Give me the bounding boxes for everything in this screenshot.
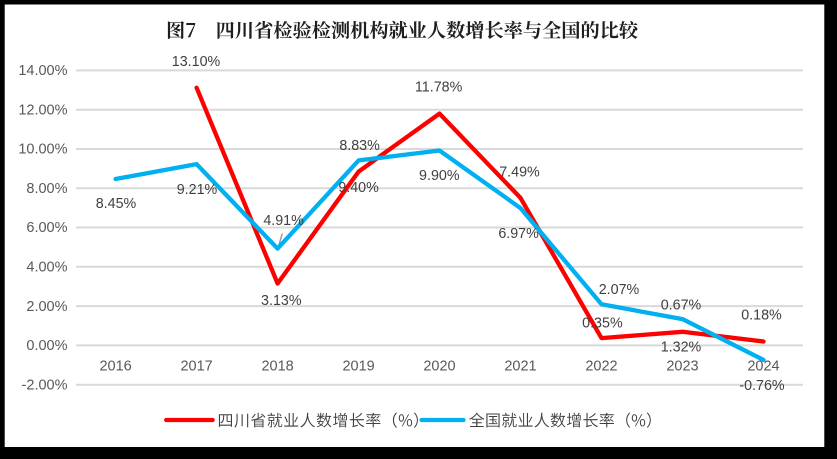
svg-text:9.21%: 9.21% xyxy=(177,182,218,198)
svg-text:2018: 2018 xyxy=(261,359,293,375)
svg-text:7.49%: 7.49% xyxy=(499,165,540,181)
svg-text:11.78%: 11.78% xyxy=(415,80,463,96)
svg-text:3.13%: 3.13% xyxy=(261,293,302,309)
svg-text:-2.00%: -2.00% xyxy=(22,377,68,393)
svg-text:8.45%: 8.45% xyxy=(96,196,137,212)
svg-text:13.10%: 13.10% xyxy=(172,54,221,70)
svg-text:4.00%: 4.00% xyxy=(26,260,67,276)
svg-text:2023: 2023 xyxy=(666,359,698,375)
svg-text:2017: 2017 xyxy=(180,359,212,375)
svg-text:2016: 2016 xyxy=(99,359,131,375)
svg-text:0.00%: 0.00% xyxy=(26,338,67,354)
svg-text:2.00%: 2.00% xyxy=(26,299,67,315)
svg-text:0.67%: 0.67% xyxy=(661,298,702,314)
svg-text:2.07%: 2.07% xyxy=(599,282,640,298)
svg-text:0.35%: 0.35% xyxy=(582,316,623,332)
svg-text:2020: 2020 xyxy=(423,359,455,375)
svg-text:14.00%: 14.00% xyxy=(18,63,67,79)
svg-text:2021: 2021 xyxy=(504,359,536,375)
svg-text:2022: 2022 xyxy=(585,359,617,375)
svg-text:10.00%: 10.00% xyxy=(18,142,67,158)
svg-text:-0.76%: -0.76% xyxy=(739,378,785,394)
svg-text:12.00%: 12.00% xyxy=(18,102,67,118)
svg-text:4.91%: 4.91% xyxy=(263,213,304,229)
svg-text:8.83%: 8.83% xyxy=(339,138,380,154)
svg-text:6.97%: 6.97% xyxy=(498,226,539,242)
svg-text:1.32%: 1.32% xyxy=(661,340,702,356)
svg-text:8.00%: 8.00% xyxy=(26,181,67,197)
svg-text:2024: 2024 xyxy=(747,359,779,375)
svg-text:2019: 2019 xyxy=(342,359,374,375)
svg-text:9.90%: 9.90% xyxy=(419,168,460,184)
svg-text:0.18%: 0.18% xyxy=(741,308,782,324)
svg-text:6.00%: 6.00% xyxy=(26,220,67,236)
svg-text:9.40%: 9.40% xyxy=(338,180,379,196)
